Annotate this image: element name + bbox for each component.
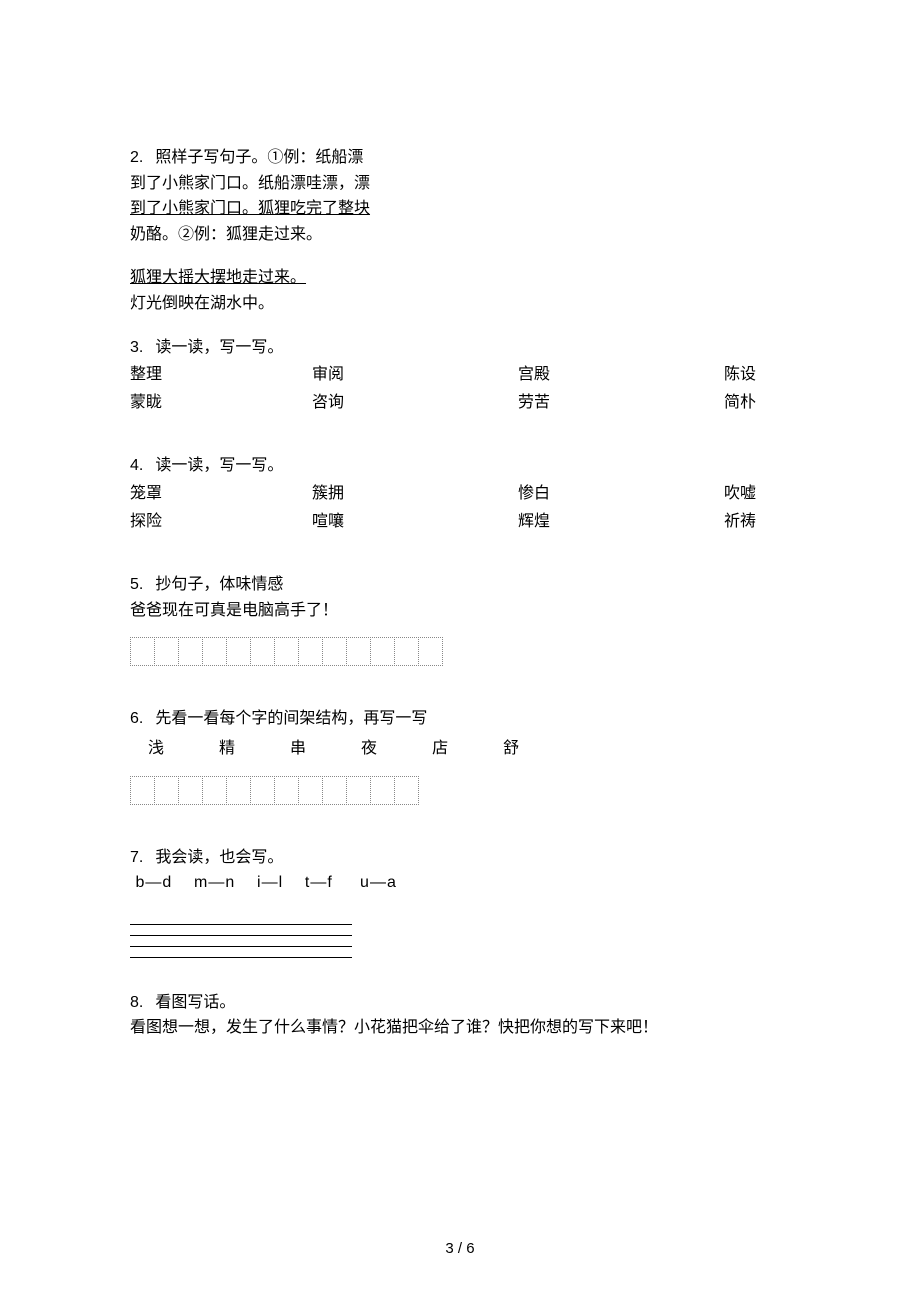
grid-cell: [370, 637, 395, 666]
q8-num: 8.: [130, 994, 143, 1011]
q6-num: 6.: [130, 710, 143, 727]
grid-cell: [154, 776, 179, 805]
question-5: 5. 抄句子，体味情感 爸爸现在可真是电脑高手了！: [130, 572, 790, 666]
char-item: 舒: [503, 736, 520, 762]
question-4: 4. 读一读，写一写。 笼罩 簇拥 惨白 吹嘘 探险 喧嚷 辉煌 祈祷: [130, 453, 790, 534]
question-7: 7. 我会读，也会写。 b—d m—n i—l t—f u—a: [130, 845, 790, 958]
q4-r2c3: 辉煌: [518, 509, 724, 535]
q6-chars: 浅精串夜店舒: [130, 736, 790, 762]
q6-title: 先看一看每个字的间架结构，再写一写: [155, 710, 427, 727]
q5-grid: [130, 637, 790, 666]
q3-title: 读一读，写一写。: [155, 339, 283, 356]
q3-r1c1: 整理: [130, 362, 312, 388]
q5-title: 抄句子，体味情感: [155, 576, 283, 593]
grid-cell: [226, 776, 251, 805]
q2-line1: 2. 照样子写句子。①例：纸船漂: [130, 145, 790, 171]
q4-row1: 笼罩 簇拥 惨白 吹嘘: [130, 481, 790, 507]
grid-cell: [130, 637, 155, 666]
write-line: [130, 914, 352, 925]
q4-row2: 探险 喧嚷 辉煌 祈祷: [130, 509, 790, 535]
q6-head: 6. 先看一看每个字的间架结构，再写一写: [130, 706, 790, 732]
char-item: 串: [290, 736, 307, 762]
grid-cell: [298, 637, 323, 666]
q3-head: 3. 读一读，写一写。: [130, 335, 790, 361]
q8-body: 看图想一想，发生了什么事情？小花猫把伞给了谁？快把你想的写下来吧！: [130, 1015, 790, 1041]
question-2: 2. 照样子写句子。①例：纸船漂 到了小熊家门口。纸船漂哇漂，漂 到了小熊家门口…: [130, 145, 790, 317]
grid-cell: [178, 637, 203, 666]
q2-line5: 狐狸大摇大摆地走过来。: [130, 265, 790, 291]
q4-title: 读一读，写一写。: [155, 457, 283, 474]
q3-row2: 蒙眬 咨询 劳苦 简朴: [130, 390, 790, 416]
grid-cell: [274, 776, 299, 805]
q7-head: 7. 我会读，也会写。: [130, 845, 790, 871]
char-item: 浅: [148, 736, 165, 762]
q4-r1c3: 惨白: [518, 481, 724, 507]
question-8: 8. 看图写话。 看图想一想，发生了什么事情？小花猫把伞给了谁？快把你想的写下来…: [130, 990, 790, 1041]
q6-grid: [130, 776, 790, 805]
char-item: 精: [219, 736, 236, 762]
q7-title: 我会读，也会写。: [155, 849, 283, 866]
q7-lines: [130, 914, 790, 958]
q3-r2c2: 咨询: [312, 390, 518, 416]
q5-num: 5.: [130, 576, 143, 593]
grid-cell: [298, 776, 323, 805]
grid-cell: [202, 776, 227, 805]
q2-line2: 到了小熊家门口。纸船漂哇漂，漂: [130, 171, 790, 197]
q2-line3: 到了小熊家门口。狐狸吃完了整块: [130, 196, 790, 222]
q4-r2c4: 祈祷: [724, 509, 756, 535]
grid-cell: [178, 776, 203, 805]
q4-r1c2: 簇拥: [312, 481, 518, 507]
char-item: 店: [432, 736, 449, 762]
grid-cell: [346, 776, 371, 805]
write-line: [130, 925, 352, 936]
q2-text1: 照样子写句子。①例：纸船漂: [155, 149, 363, 166]
grid-cell: [274, 637, 299, 666]
grid-cell: [322, 776, 347, 805]
q2-num: 2.: [130, 149, 143, 166]
q3-r1c2: 审阅: [312, 362, 518, 388]
q4-r2c1: 探险: [130, 509, 312, 535]
q4-r1c4: 吹嘘: [724, 481, 756, 507]
q5-sentence: 爸爸现在可真是电脑高手了！: [130, 598, 790, 624]
q3-r1c3: 宫殿: [518, 362, 724, 388]
q4-r1c1: 笼罩: [130, 481, 312, 507]
grid-cell: [394, 776, 419, 805]
q7-num: 7.: [130, 849, 143, 866]
q3-r2c3: 劳苦: [518, 390, 724, 416]
q3-num: 3.: [130, 339, 143, 356]
q3-row1: 整理 审阅 宫殿 陈设: [130, 362, 790, 388]
grid-cell: [154, 637, 179, 666]
page: 2. 照样子写句子。①例：纸船漂 到了小熊家门口。纸船漂哇漂，漂 到了小熊家门口…: [0, 0, 920, 1303]
q3-r1c4: 陈设: [724, 362, 756, 388]
grid-cell: [370, 776, 395, 805]
grid-cell: [130, 776, 155, 805]
page-footer: 3 / 6: [0, 1237, 920, 1261]
grid-cell: [418, 637, 443, 666]
question-6: 6. 先看一看每个字的间架结构，再写一写 浅 精 串 夜 店 舒: [130, 706, 790, 804]
q3-r2c1: 蒙眬: [130, 390, 312, 416]
question-3: 3. 读一读，写一写。 整理 审阅 宫殿 陈设 蒙眬 咨询 劳苦 简朴: [130, 335, 790, 416]
grid-cell: [394, 637, 419, 666]
q2-underline2: 狐狸大摇大摆地走过来。: [130, 269, 306, 286]
q4-num: 4.: [130, 457, 143, 474]
q8-title: 看图写话。: [155, 994, 235, 1011]
write-line: [130, 936, 352, 947]
write-line: [130, 947, 352, 958]
q2-underline1: 到了小熊家门口。狐狸吃完了整块: [130, 200, 370, 217]
grid-cell: [226, 637, 251, 666]
q8-head: 8. 看图写话。: [130, 990, 790, 1016]
q2-line6: 灯光倒映在湖水中。: [130, 291, 790, 317]
grid-cell: [322, 637, 347, 666]
q5-head: 5. 抄句子，体味情感: [130, 572, 790, 598]
grid-cell: [250, 776, 275, 805]
grid-cell: [250, 637, 275, 666]
q2-line4: 奶酪。②例：狐狸走过来。: [130, 222, 790, 248]
q4-r2c2: 喧嚷: [312, 509, 518, 535]
grid-cell: [346, 637, 371, 666]
q7-letters: b—d m—n i—l t—f u—a: [130, 870, 790, 896]
grid-cell: [202, 637, 227, 666]
char-item: 夜: [361, 736, 378, 762]
q3-r2c4: 简朴: [724, 390, 756, 416]
q4-head: 4. 读一读，写一写。: [130, 453, 790, 479]
